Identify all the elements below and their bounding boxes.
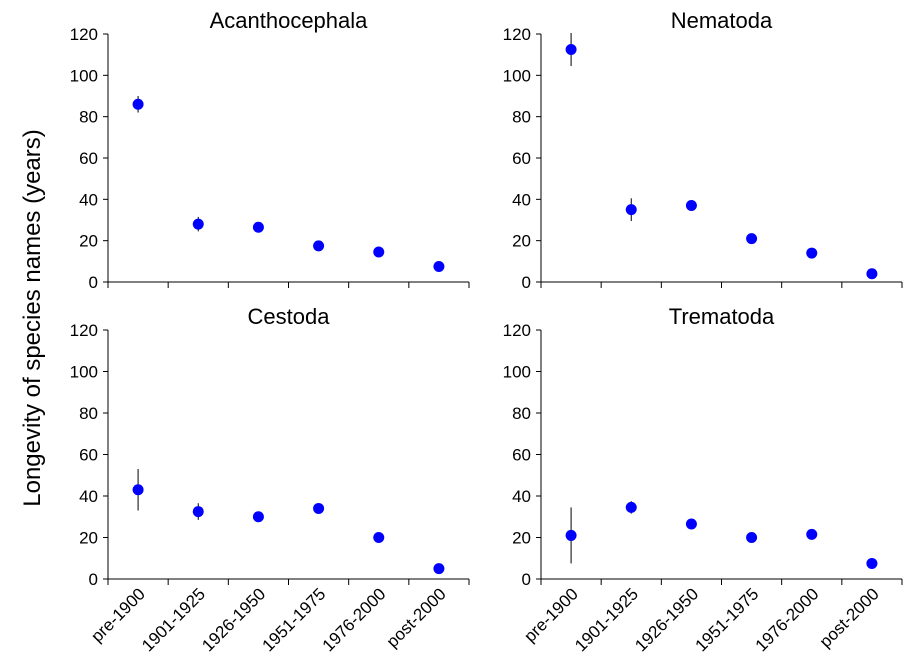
y-tick-label: 0 [522,570,531,589]
data-point [806,247,818,259]
y-tick-label: 100 [503,363,531,382]
y-tick-label: 80 [79,108,98,127]
x-tick-label: 1901-1925 [571,584,642,655]
chart-panel-cestoda: Cestoda020406080100120pre-19001901-19251… [70,304,470,655]
panel-title: Acanthocephala [210,8,369,33]
data-point [132,484,144,496]
data-point [866,557,878,569]
y-tick-label: 80 [79,404,98,423]
y-tick-label: 120 [503,25,531,44]
x-tick-label: 1976-2000 [319,584,390,655]
y-tick-label: 120 [70,321,98,340]
chart-panel-nematoda: Nematoda 0 20 40 60 80 100 120 [503,8,903,292]
data-point [313,502,325,514]
y-tick-label: 120 [503,321,531,340]
y-tick-label: 0 [89,273,98,292]
data-point [746,233,758,245]
x-tick-label: post-2000 [383,584,450,651]
y-tick-label: 60 [79,149,98,168]
y-axis-label: Longevity of species names (years) [19,129,46,507]
x-tick-label: 1926-1950 [631,584,702,655]
y-tick-label: 20 [79,529,98,548]
x-tick-label: 1976-2000 [752,584,823,655]
y-tick-label: 60 [79,446,98,465]
data-point [685,518,697,530]
panel-title: Cestoda [248,304,331,329]
x-tick-label: 1926-1950 [198,584,269,655]
y-tick-label: 0 [89,570,98,589]
data-point [625,204,637,216]
y-tick-label: 100 [70,66,98,85]
panel-title: Trematoda [669,304,775,329]
data-point [565,529,577,541]
data-point [565,44,577,55]
y-tick-label: 40 [512,487,531,506]
data-point [746,532,758,543]
x-tick-label: pre-1900 [87,584,149,646]
chart-panel-trematoda: Trematoda 0 20 40 60 80 100 120 pre-19001901-192… [503,304,903,655]
y-tick-label: 80 [512,108,531,127]
data-point [252,221,264,233]
data-point [132,98,144,110]
data-point [625,501,637,513]
x-tick-label: 1951-1975 [691,584,762,655]
y-tick-label: 100 [70,363,98,382]
y-tick-label: 20 [512,232,531,251]
chart-panel-acanthocephala: Acanthocephala 0 20 40 60 80 100 120 [70,8,470,292]
data-point [685,200,697,212]
data-point [192,218,204,230]
y-tick-label: 60 [512,149,531,168]
data-point [192,506,204,518]
data-point [866,268,878,280]
data-point [313,240,325,252]
y-tick-label: 40 [79,190,98,209]
x-tick-label: 1951-1975 [258,584,329,655]
data-point [433,563,445,575]
y-tick-label: 60 [512,446,531,465]
y-tick-label: 80 [512,404,531,423]
data-point [806,528,818,540]
x-tick-label: post-2000 [816,584,883,651]
y-tick-label: 0 [522,273,531,292]
y-tick-label: 120 [70,25,98,44]
data-point [373,532,385,543]
y-tick-label: 20 [512,529,531,548]
x-tick-label: 1901-1925 [138,584,209,655]
y-tick-label: 100 [503,66,531,85]
x-tick-label: pre-1900 [520,584,582,646]
y-tick-label: 40 [79,487,98,506]
data-point [373,246,385,258]
panel-title: Nematoda [671,8,773,33]
y-tick-label: 40 [512,190,531,209]
data-point [433,261,445,272]
chart-panels: Acanthocephala 0 20 40 60 80 100 120 Nematoda 0 20… [70,8,903,655]
y-tick-label: 20 [79,232,98,251]
data-point [252,511,264,523]
